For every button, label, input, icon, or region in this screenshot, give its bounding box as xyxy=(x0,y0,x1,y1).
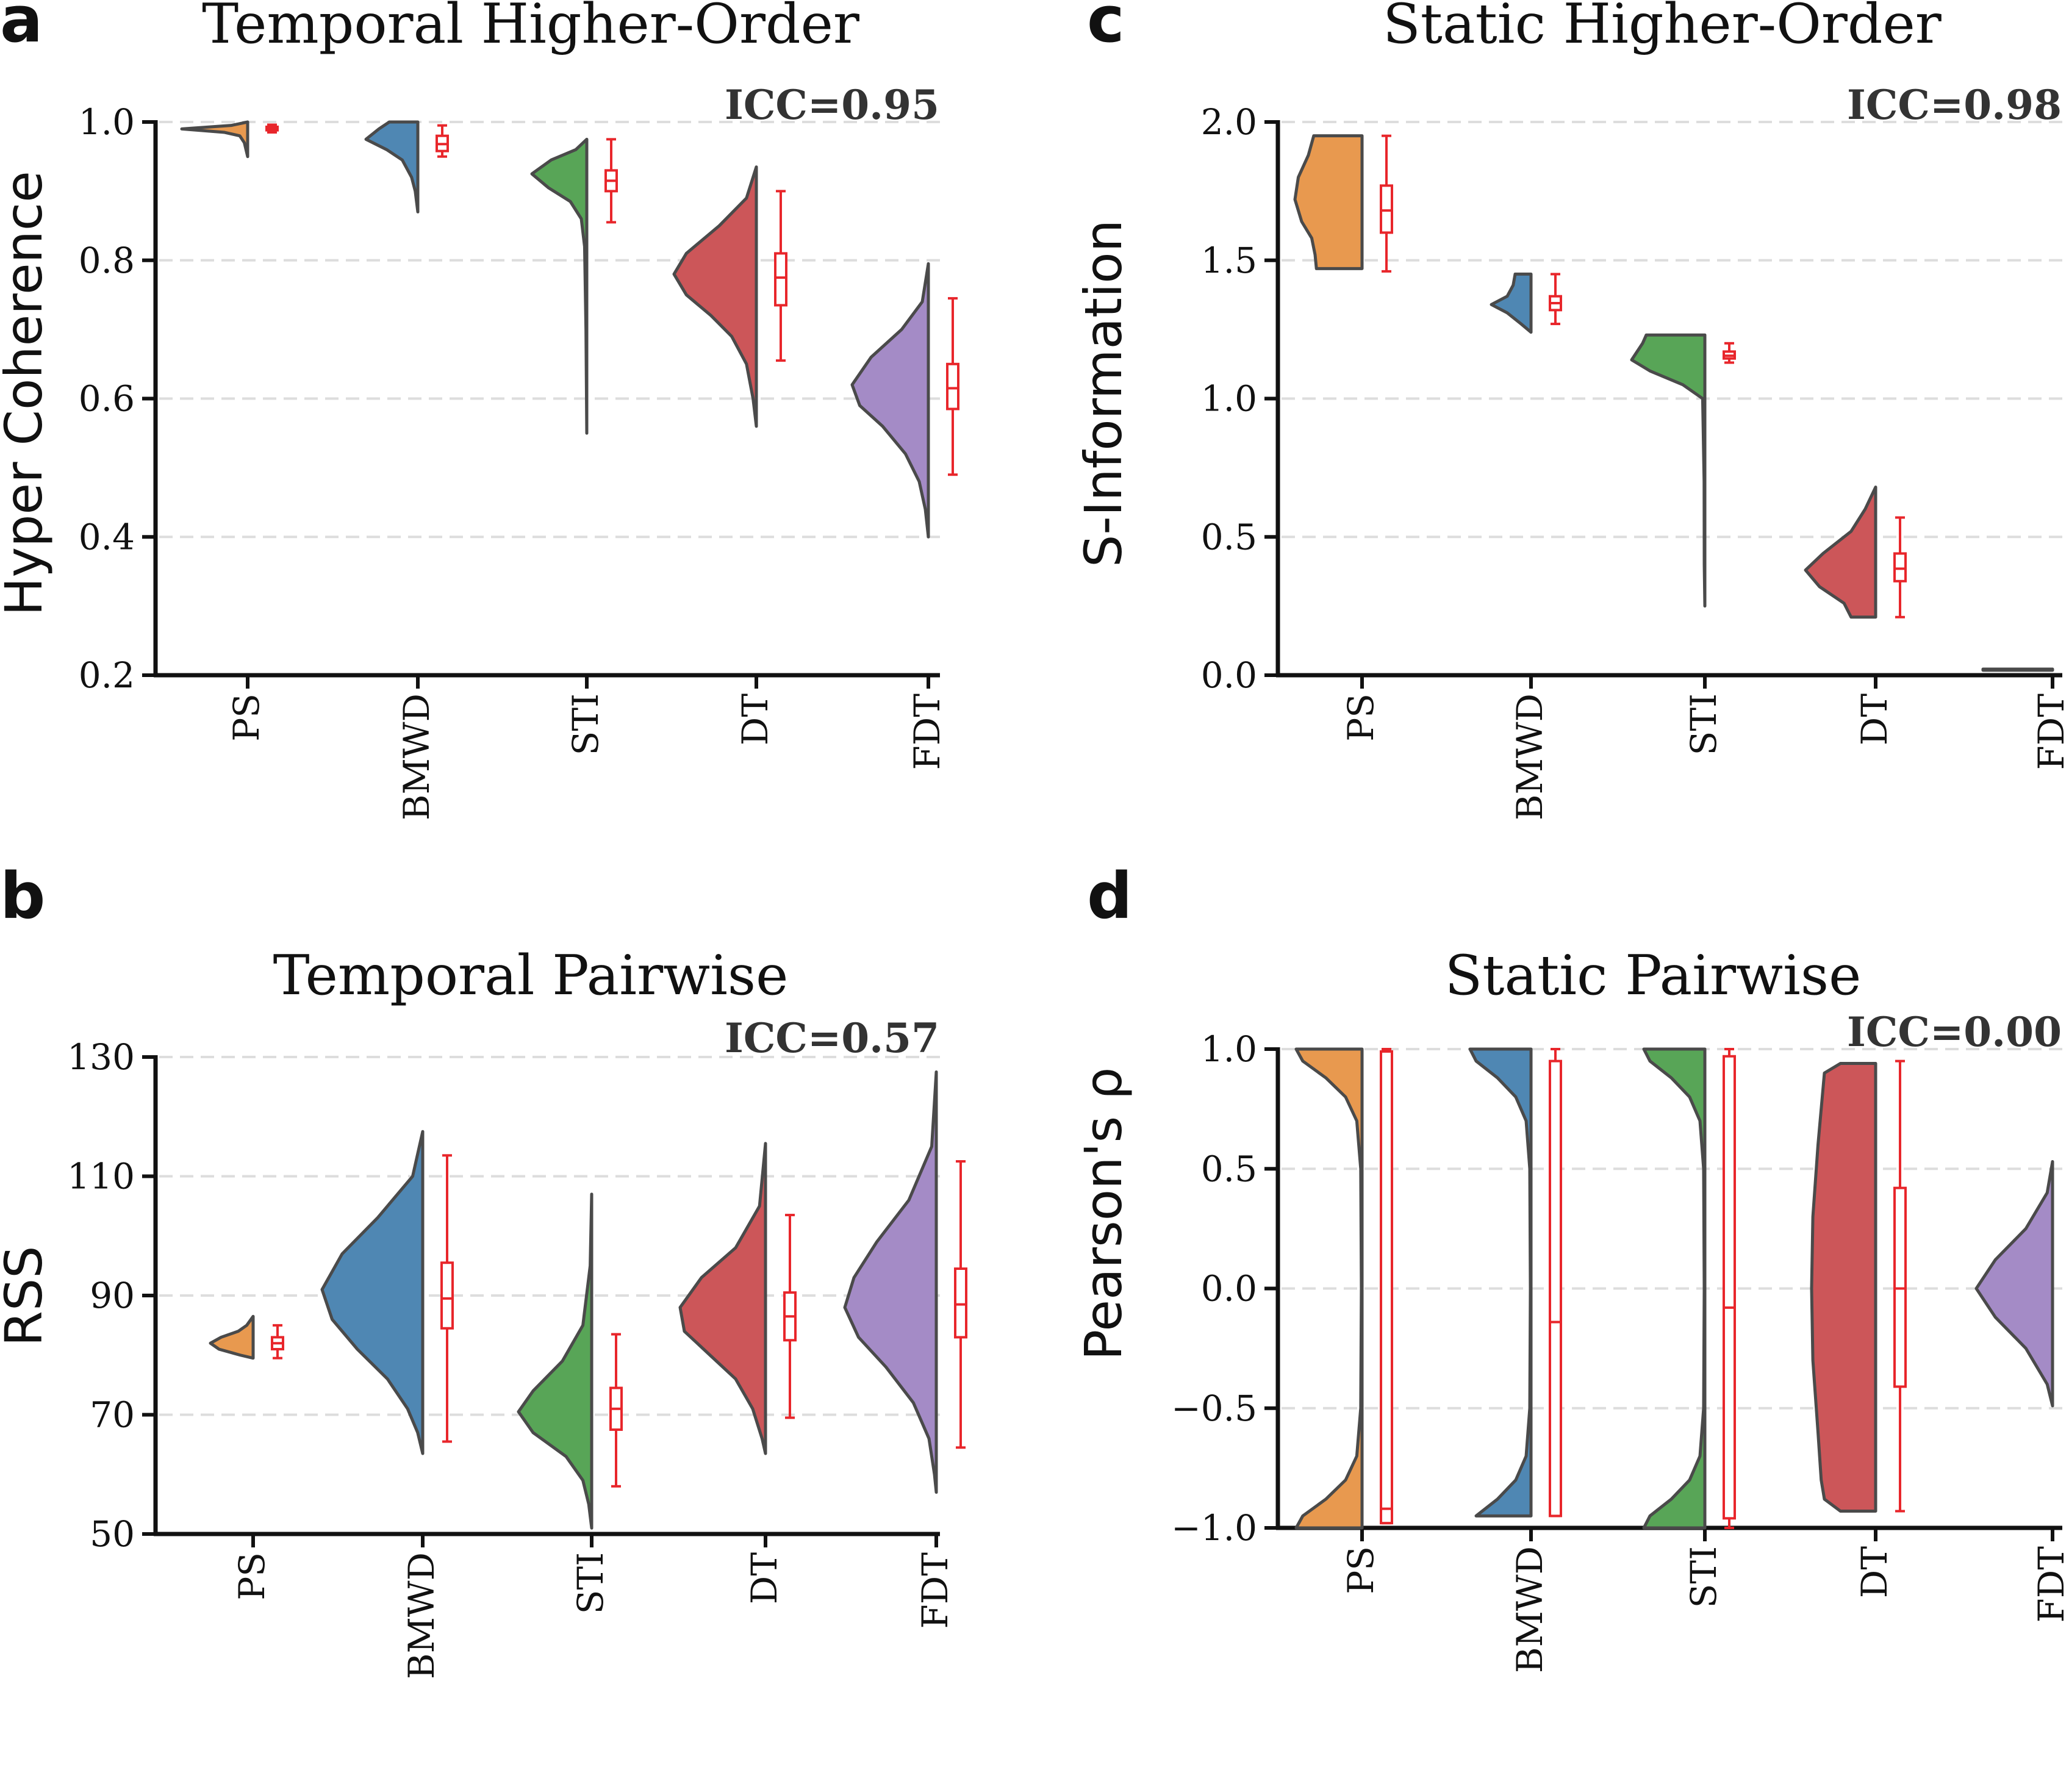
panel-c-ylabel: S-Information xyxy=(1074,220,1133,567)
y-tick-label: 0.6 xyxy=(79,378,135,420)
x-tick-label-sti: STI xyxy=(1683,694,1724,755)
panel-c-title: Static Higher-Order xyxy=(1383,0,1942,56)
y-tick-label: 0.4 xyxy=(79,516,135,557)
violin-sti xyxy=(530,137,589,435)
violin-dt xyxy=(672,165,758,428)
y-tick-label: 2.0 xyxy=(1201,101,1257,143)
y-tick-label: 0.8 xyxy=(79,240,135,281)
violin-sti xyxy=(1630,333,1707,608)
x-tick-label-dt: DT xyxy=(734,694,776,746)
panel-b-ylabel: RSS xyxy=(0,1245,54,1346)
x-tick-label-sti: STI xyxy=(570,1552,611,1614)
y-tick-label: 1.5 xyxy=(1201,240,1257,281)
violin-dt xyxy=(1810,1062,1877,1513)
violin-fdt xyxy=(1974,1159,2054,1408)
panel-a: a Temporal Higher-Order ICC=0.95 Hyper C… xyxy=(0,0,959,820)
box-dt xyxy=(1893,552,1907,582)
y-tick-label: 1.0 xyxy=(1201,1028,1257,1070)
x-tick-label-dt: DT xyxy=(1854,694,1895,746)
violin-fdt xyxy=(843,1070,938,1494)
y-tick-label: 90 xyxy=(90,1275,135,1316)
panel-letter-c: c xyxy=(1087,0,1125,57)
x-tick-label-ps: PS xyxy=(226,694,267,742)
box-bmwd xyxy=(1549,1059,1562,1518)
x-tick-label-bmwd: BMWD xyxy=(401,1552,442,1679)
x-tick-label-fdt: FDT xyxy=(2031,1546,2069,1623)
violin-fdt xyxy=(850,262,930,539)
panel-c: c Static Higher-Order ICC=0.98 S-Informa… xyxy=(1074,0,2069,820)
panel-letter-a: a xyxy=(0,0,43,57)
violin-ps xyxy=(209,1314,255,1360)
y-tick-label: 0.5 xyxy=(1201,1148,1257,1189)
box-ps xyxy=(1380,1050,1393,1525)
violin-bmwd xyxy=(364,120,420,213)
panel-letter-d: d xyxy=(1087,859,1132,933)
x-tick-label-fdt: FDT xyxy=(2031,694,2069,770)
y-tick-label: −0.5 xyxy=(1171,1388,1257,1429)
violin-bmwd xyxy=(1468,1047,1533,1518)
y-tick-label: 110 xyxy=(67,1156,135,1197)
violin-dt xyxy=(1804,486,1877,619)
x-tick-label-fdt: FDT xyxy=(914,1552,956,1629)
x-tick-label-bmwd: BMWD xyxy=(1509,694,1551,820)
box-dt xyxy=(774,252,787,307)
panel-b-icc: ICC=0.57 xyxy=(725,1014,939,1062)
x-tick-label-ps: PS xyxy=(1340,1546,1382,1594)
panel-letter-b: b xyxy=(0,859,45,933)
y-tick-label: 0.5 xyxy=(1201,516,1257,557)
panel-b: b Temporal Pairwise ICC=0.57 RSS 130 110 9… xyxy=(0,859,967,1679)
violin-fdt xyxy=(1981,667,2054,672)
box-fdt xyxy=(954,1267,967,1339)
y-tick-label: 130 xyxy=(67,1036,135,1078)
violin-dt xyxy=(678,1142,767,1455)
x-tick-label-ps: PS xyxy=(231,1552,273,1600)
panel-d: d Static Pairwise ICC=0.00 Pearson's ρ 1… xyxy=(1074,859,2069,1673)
panel-d-title: Static Pairwise xyxy=(1445,944,1862,1008)
x-tick-label-fdt: FDT xyxy=(906,694,948,770)
violin-ps xyxy=(180,120,249,159)
x-tick-label-bmwd: BMWD xyxy=(1509,1546,1551,1673)
box-sti xyxy=(1723,1055,1736,1520)
panel-d-ylabel: Pearson's ρ xyxy=(1074,1067,1133,1361)
violin-sti xyxy=(1642,1047,1707,1530)
violin-ps xyxy=(1294,1047,1364,1530)
panel-b-title: Temporal Pairwise xyxy=(273,944,789,1008)
x-tick-label-sti: STI xyxy=(565,694,606,755)
y-tick-label: 1.0 xyxy=(1201,378,1257,420)
y-tick-label: 0.0 xyxy=(1201,654,1257,696)
x-tick-label-ps: PS xyxy=(1340,694,1382,742)
x-tick-label-bmwd: BMWD xyxy=(396,694,437,820)
y-tick-label: 0.2 xyxy=(79,654,135,696)
box-ps xyxy=(1380,184,1393,234)
violin-ps xyxy=(1293,134,1364,270)
y-tick-label: 1.0 xyxy=(79,101,135,143)
panel-a-ylabel: Hyper Coherence xyxy=(0,171,54,616)
violin-bmwd xyxy=(320,1130,425,1455)
x-tick-label-sti: STI xyxy=(1683,1546,1724,1608)
violin-sti xyxy=(517,1192,593,1530)
y-tick-label: −1.0 xyxy=(1171,1507,1257,1549)
box-fdt xyxy=(946,362,959,410)
box-bmwd xyxy=(440,1261,454,1330)
x-tick-label-dt: DT xyxy=(1854,1546,1895,1599)
y-tick-label: 0.0 xyxy=(1201,1268,1257,1310)
x-tick-label-dt: DT xyxy=(744,1552,785,1605)
y-tick-label: 50 xyxy=(90,1513,135,1555)
violin-bmwd xyxy=(1490,272,1533,334)
panel-a-title: Temporal Higher-Order xyxy=(202,0,860,56)
y-tick-label: 70 xyxy=(90,1394,135,1436)
